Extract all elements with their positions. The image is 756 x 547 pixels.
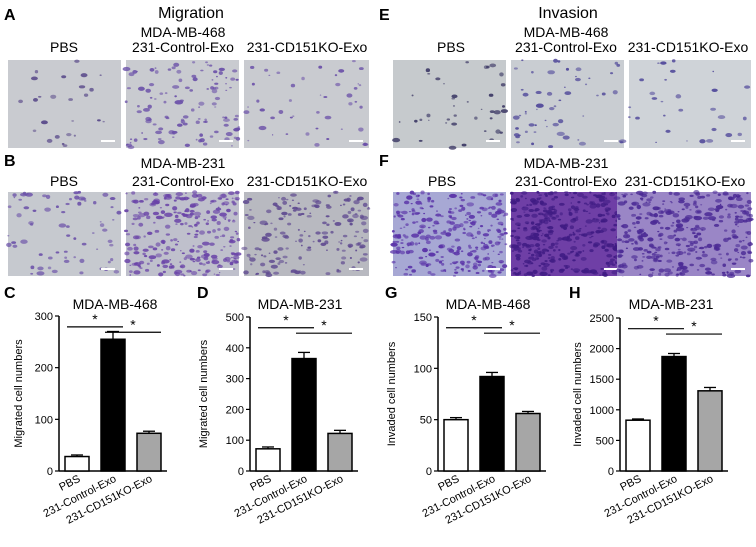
y-tick-label: 0	[47, 466, 53, 478]
significance-star: *	[653, 313, 659, 329]
panel-f-cell-line: MDA-MB-231	[524, 155, 609, 171]
panel-b-label-pbs: PBS	[50, 173, 78, 189]
panel-a-label-pbs: PBS	[50, 39, 78, 55]
significance-star: *	[691, 318, 697, 334]
bar-2	[479, 375, 505, 472]
y-tick-label: 150	[414, 312, 432, 324]
chart-title: MDA-MB-468	[73, 296, 158, 312]
panel-letter-a: A	[4, 7, 16, 24]
panel-letter-b: B	[4, 153, 16, 170]
bar-1	[255, 448, 281, 472]
microscopy-image-9	[628, 59, 751, 148]
bar-3	[697, 390, 723, 472]
chart-d: MDA-MB-231 0 100 200 300 400 500 Migrated cell …	[198, 296, 358, 527]
microscopy-image-11	[509, 190, 626, 278]
y-axis-label: Migrated cell numbers	[13, 339, 25, 448]
panel-b-label-control: 231-Control-Exo	[132, 173, 234, 189]
y-tick-label: 0	[608, 466, 614, 478]
y-axis-label: Invaded cell numbers	[386, 341, 398, 446]
microscopy-image-8	[511, 58, 627, 149]
y-tick-label: 2500	[590, 313, 614, 325]
panel-e-cell-line: MDA-MB-468	[524, 24, 609, 40]
bar-2	[291, 357, 317, 472]
panel-letter-f: F	[379, 153, 389, 170]
panel-f-label-control: 231-Control-Exo	[515, 173, 617, 189]
bar-3	[327, 432, 353, 472]
panel-f-label-ko: 231-CD151KO-Exo	[625, 173, 746, 189]
panel-a-cell-line: MDA-MB-468	[141, 24, 226, 40]
bar-3	[136, 432, 162, 472]
y-tick-label: 1500	[590, 374, 614, 386]
significance-star: *	[471, 312, 477, 328]
y-tick-label: 500	[226, 312, 244, 324]
significance-star: *	[321, 317, 327, 333]
y-tick-label: 200	[35, 363, 53, 375]
bar-1	[625, 419, 651, 472]
panel-a-label-control: 231-Control-Exo	[132, 39, 234, 55]
chart-title: MDA-MB-468	[446, 296, 531, 312]
panel-letter-d: D	[197, 285, 209, 302]
y-tick-label: 100	[414, 363, 432, 375]
microscopy-image-2	[122, 60, 241, 150]
panel-f-label-pbs: PBS	[428, 173, 456, 189]
panel-letter-g: G	[385, 285, 397, 302]
invasion-title: Invasion	[538, 5, 598, 22]
panel-e-label-control: 231-Control-Exo	[515, 39, 617, 55]
y-tick-label: 1000	[590, 405, 614, 417]
microscopy-image-7	[392, 60, 508, 150]
microscopy-image-1	[8, 59, 121, 148]
y-axis-label: Invaded cell numbers	[572, 342, 584, 447]
microscopy-image-5	[123, 190, 242, 277]
panel-e-label-ko: 231-CD151KO-Exo	[628, 39, 749, 55]
chart-h: MDA-MB-231 0 500 1000 1500 2000 2500 Invaded ce…	[572, 296, 728, 527]
microscopy-image-12	[613, 189, 754, 279]
y-tick-label: 2000	[590, 344, 614, 356]
y-tick-label: 300	[35, 311, 53, 323]
significance-star: *	[92, 311, 98, 327]
panel-letter-c: C	[4, 285, 16, 302]
bar-1	[64, 455, 90, 472]
microscopy-image-6	[241, 190, 371, 278]
panel-a-label-ko: 231-CD151KO-Exo	[247, 39, 368, 55]
bar-1	[443, 418, 469, 472]
chart-title: MDA-MB-231	[258, 296, 343, 312]
y-tick-label: 0	[426, 466, 432, 478]
microscopy-images	[6, 58, 754, 279]
y-tick-label: 100	[35, 414, 53, 426]
microscopy-image-3	[243, 59, 369, 148]
significance-star: *	[509, 317, 515, 333]
panel-b-label-ko: 231-CD151KO-Exo	[247, 173, 368, 189]
migration-title: Migration	[158, 5, 224, 22]
y-axis-label: Migrated cell numbers	[198, 339, 210, 448]
chart-title: MDA-MB-231	[629, 296, 714, 312]
y-tick-label: 300	[226, 374, 244, 386]
y-tick-label: 0	[238, 466, 244, 478]
y-tick-label: 400	[226, 343, 244, 355]
bar-3	[515, 412, 541, 472]
panel-letter-h: H	[569, 285, 581, 302]
y-tick-label: 50	[420, 415, 432, 427]
y-tick-label: 200	[226, 404, 244, 416]
significance-star: *	[283, 312, 289, 328]
bar-2	[661, 355, 687, 472]
y-tick-label: 500	[596, 435, 614, 447]
y-tick-label: 100	[226, 435, 244, 447]
microscopy-image-4	[6, 190, 122, 276]
microscopy-image-10	[390, 190, 509, 279]
panel-b-cell-line: MDA-MB-231	[141, 155, 226, 171]
chart-c: MDA-MB-468 0 100 200 300 Migrated cell number…	[13, 296, 167, 527]
significance-star: *	[130, 316, 136, 332]
bar-charts: MDA-MB-468 0 100 200 300 Migrated cell number…	[13, 296, 728, 527]
bar-2	[100, 338, 126, 472]
panel-e-label-pbs: PBS	[437, 39, 465, 55]
panel-letter-e: E	[379, 7, 390, 24]
